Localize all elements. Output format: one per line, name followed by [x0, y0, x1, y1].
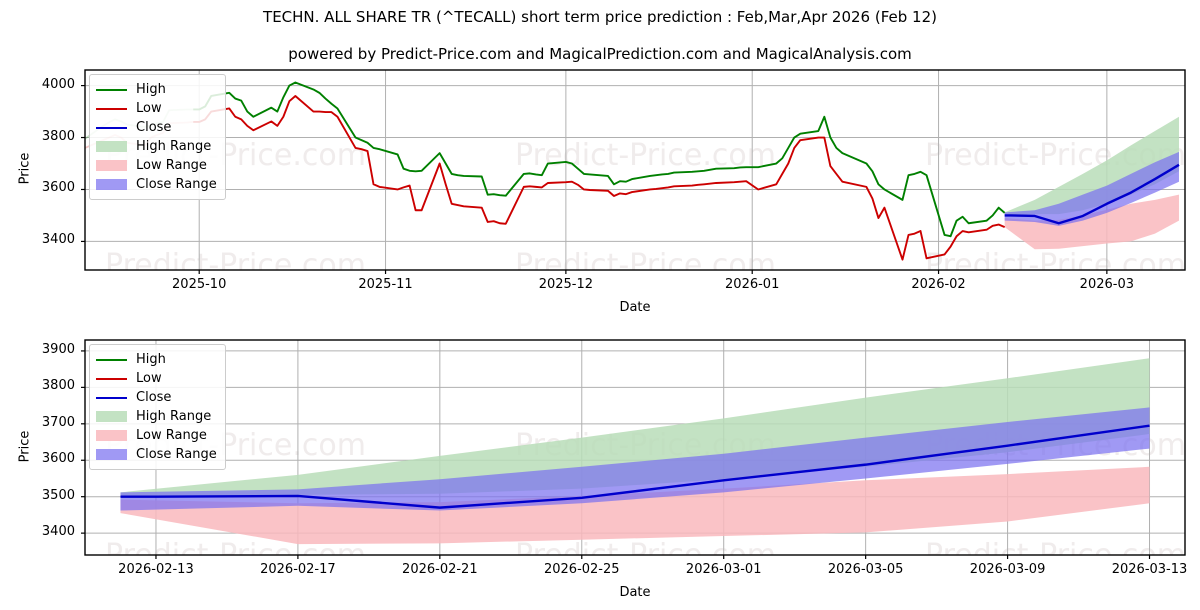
axis-ticks — [81, 350, 1151, 559]
svg-text:Predict-Price.com: Predict-Price.com — [925, 248, 1186, 283]
y-tick-label: 3800 — [41, 128, 75, 144]
legend-item-high: High — [96, 350, 217, 369]
line-low — [193, 95, 1006, 261]
x-tick-label: 2025-11 — [358, 277, 413, 292]
x-tick-label: 2026-02-17 — [260, 562, 336, 577]
plot-border — [84, 69, 1186, 271]
x-tick-label: 2026-02-21 — [402, 562, 478, 577]
y-tick-label: 3400 — [41, 232, 75, 248]
legend-item-high: High — [96, 80, 217, 99]
band-close-range — [120, 407, 1150, 511]
legend-label: High Range — [136, 139, 212, 154]
legend-label: Low — [136, 101, 162, 116]
legend-label: High — [136, 82, 166, 97]
legend-line-swatch — [96, 358, 127, 361]
plot-border — [84, 339, 1186, 556]
overview-chart: Predict-Price.com Predict-Price.com Predic… — [81, 69, 1186, 283]
legend-patch-swatch — [96, 411, 127, 422]
svg-text:Predict-Price.com: Predict-Price.com — [925, 538, 1186, 573]
x-tick-label: 2026-02-25 — [543, 562, 620, 577]
x-tick-label: 2026-03-05 — [827, 562, 904, 577]
legend-line-swatch — [96, 88, 127, 91]
legend-patch-swatch — [96, 160, 127, 171]
chart-title: TECHN. ALL SHARE TR (^TECALL) short term… — [263, 8, 937, 26]
forecast-legend: High Low Close High Range Low Range Close Ran… — [89, 344, 226, 470]
band-close-range — [1004, 151, 1179, 226]
svg-text:Predict-Price.com: Predict-Price.com — [515, 538, 776, 573]
legend-label: Close Range — [136, 177, 217, 192]
x-tick-label: 2026-03 — [1079, 277, 1134, 292]
svg-text:Predict-Price.com: Predict-Price.com — [105, 248, 366, 283]
legend-label: Low — [136, 371, 162, 386]
band-low-range — [120, 466, 1150, 545]
y-tick-label: 4000 — [41, 76, 75, 92]
overview-x-axis-label: Date — [619, 300, 651, 315]
watermark: Predict-Price.com Predict-Price.com Predic… — [105, 138, 1186, 283]
x-tick-label: 2026-02-13 — [118, 562, 194, 577]
legend-line-swatch — [96, 377, 127, 380]
x-tick-label: 2026-02 — [911, 277, 966, 292]
legend-patch-swatch — [96, 430, 127, 441]
legend-item-high-range: High Range — [96, 137, 217, 156]
chart-subtitle: powered by Predict-Price.com and Magical… — [288, 45, 912, 63]
plot-background — [85, 70, 1185, 270]
y-tick-label: 3500 — [41, 487, 75, 503]
legend-item-close: Close — [96, 388, 217, 407]
y-tick-label: 3400 — [41, 524, 75, 540]
legend-line-swatch — [96, 126, 127, 129]
legend-label: High — [136, 352, 166, 367]
series-lines — [120, 424, 1150, 509]
y-tick-label: 3900 — [41, 341, 75, 357]
y-tick-label: 3800 — [41, 378, 75, 394]
line-high — [193, 81, 1006, 238]
x-tick-label: 2026-01 — [725, 277, 780, 292]
svg-text:Predict-Price.com: Predict-Price.com — [515, 248, 776, 283]
axis-ticks — [81, 84, 1108, 274]
legend-label: Low Range — [136, 158, 207, 173]
forecast-x-axis-label: Date — [619, 585, 651, 600]
legend-patch-swatch — [96, 141, 127, 152]
legend-item-low: Low — [96, 99, 217, 118]
x-tick-label: 2025-10 — [172, 277, 227, 292]
legend-label: Close — [136, 390, 172, 405]
x-tick-label: 2025-12 — [538, 277, 594, 292]
band-low-range — [1004, 194, 1179, 250]
line-close — [120, 424, 1150, 509]
legend-patch-swatch — [96, 449, 127, 460]
x-tick-label: 2026-03-01 — [685, 562, 762, 577]
legend-line-swatch — [96, 396, 127, 399]
y-tick-label: 3600 — [41, 180, 75, 196]
x-tick-label: 2026-03-09 — [969, 562, 1046, 577]
y-tick-label: 3600 — [41, 451, 75, 467]
legend-item-close-range: Close Range — [96, 175, 217, 194]
legend-item-high-range: High Range — [96, 407, 217, 426]
legend-label: Low Range — [136, 428, 207, 443]
legend-item-low-range: Low Range — [96, 426, 217, 445]
legend-line-swatch — [96, 107, 127, 110]
legend-item-low: Low — [96, 369, 217, 388]
legend-item-low-range: Low Range — [96, 156, 217, 175]
overview-legend: High Low Close High Range Low Range Close Ran… — [89, 74, 226, 200]
x-tick-label: 2026-03-13 — [1111, 562, 1188, 577]
legend-item-close-range: Close Range — [96, 445, 217, 464]
y-tick-label: 3700 — [41, 414, 75, 430]
legend-label: Close Range — [136, 447, 217, 462]
svg-text:Predict-Price.com: Predict-Price.com — [515, 138, 776, 173]
legend-label: Close — [136, 120, 172, 135]
line-close — [1004, 163, 1180, 225]
legend-label: High Range — [136, 409, 212, 424]
legend-item-close: Close — [96, 118, 217, 137]
legend-patch-swatch — [96, 179, 127, 190]
